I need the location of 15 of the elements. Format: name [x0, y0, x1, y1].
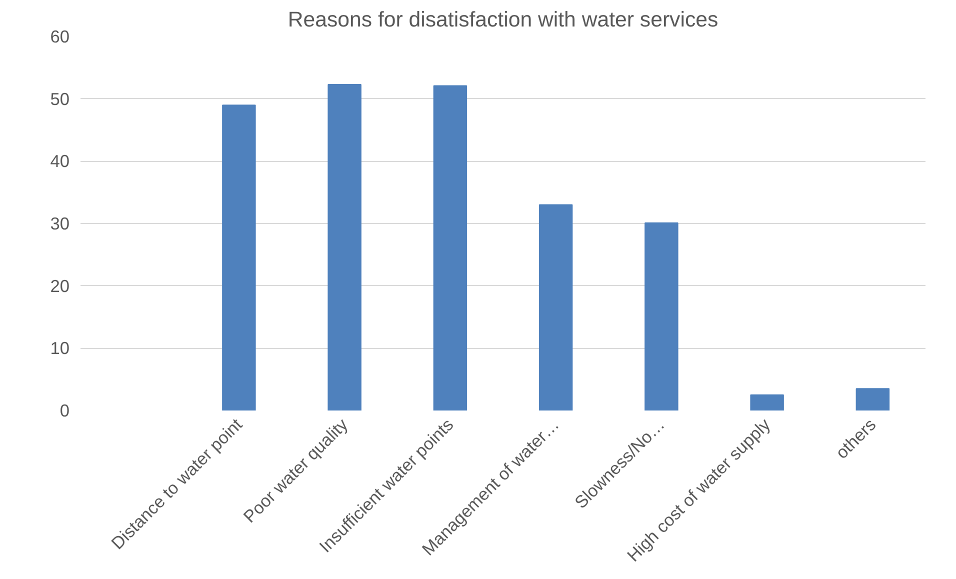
y-tick-label: 60 [50, 26, 70, 46]
y-tick-label: 50 [50, 88, 70, 109]
y-tick-label: 30 [50, 214, 70, 234]
chart-title: Reasons for disatisfaction with water services [288, 8, 718, 32]
bar [433, 85, 468, 410]
y-tick-label: 20 [50, 276, 70, 296]
bar [750, 394, 784, 410]
y-tick-label: 0 [60, 400, 70, 420]
y-tick-label: 10 [50, 338, 70, 358]
y-tick-label: 40 [50, 151, 70, 172]
bar [644, 222, 678, 410]
bar [222, 104, 256, 410]
bar [538, 204, 573, 410]
bar [328, 84, 362, 410]
bar [856, 388, 890, 410]
